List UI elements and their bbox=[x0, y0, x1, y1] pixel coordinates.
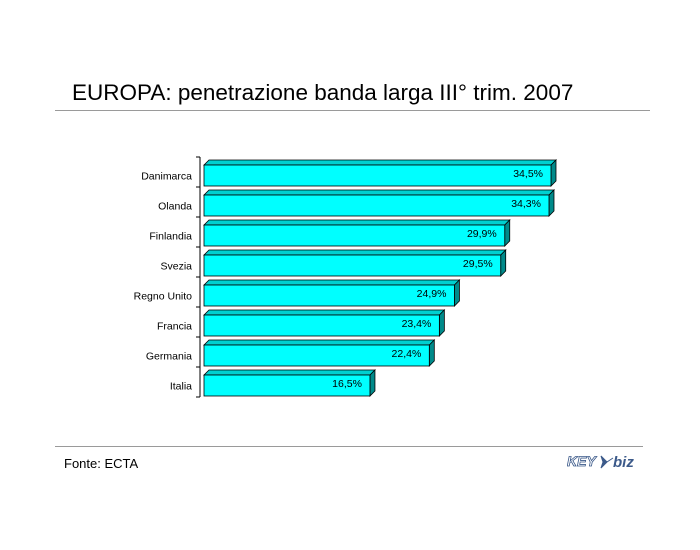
bar: 34,5% bbox=[203, 159, 557, 187]
bar-top-face bbox=[203, 189, 555, 196]
bar: 16,5% bbox=[203, 369, 376, 397]
bar-side-face bbox=[369, 369, 376, 397]
value-label: 29,5% bbox=[463, 258, 493, 270]
bar-top-face bbox=[203, 219, 511, 226]
bar-front-face bbox=[203, 344, 430, 367]
bar-side-face bbox=[428, 339, 435, 367]
logo-key-text: KEY bbox=[567, 453, 597, 469]
footer-divider bbox=[55, 446, 643, 447]
bar-side-face bbox=[550, 159, 557, 187]
value-label: 29,9% bbox=[467, 228, 497, 240]
bar: 29,5% bbox=[203, 249, 507, 277]
category-label: Germania bbox=[146, 351, 192, 363]
bar: 34,3% bbox=[203, 189, 555, 217]
key4biz-logo: KEY biz bbox=[567, 453, 634, 471]
value-label: 16,5% bbox=[332, 378, 362, 390]
category-label: Finlandia bbox=[149, 231, 192, 243]
value-label: 34,3% bbox=[511, 198, 541, 210]
bar-front-face bbox=[203, 284, 455, 307]
bar: 23,4% bbox=[203, 309, 446, 337]
value-label: 22,4% bbox=[392, 348, 422, 360]
value-label: 23,4% bbox=[402, 318, 432, 330]
bar-front-face bbox=[203, 254, 502, 277]
title-divider bbox=[55, 110, 650, 111]
bar-side-face bbox=[504, 219, 511, 247]
bar-top-face bbox=[203, 339, 436, 346]
bar-top-face bbox=[203, 159, 557, 166]
source-note: Fonte: ECTA bbox=[64, 456, 139, 471]
bar: 22,4% bbox=[203, 339, 436, 367]
bar: 24,9% bbox=[203, 279, 461, 307]
category-label: Danimarca bbox=[141, 171, 192, 183]
bars: 34,5% 34,3% 29,9% 29,5% 24,9% 23,4% 22,4% 16,5% bbox=[203, 159, 557, 397]
bar-side-face bbox=[438, 309, 445, 337]
bar-top-face bbox=[203, 279, 461, 286]
bar-top-face bbox=[203, 309, 446, 316]
bar-side-face bbox=[500, 249, 507, 277]
bar-front-face bbox=[203, 164, 552, 187]
category-label: Italia bbox=[170, 381, 192, 393]
category-label: Svezia bbox=[160, 261, 192, 273]
bar-front-face bbox=[203, 224, 506, 247]
bar-top-face bbox=[203, 249, 507, 256]
bar-front-face bbox=[203, 374, 371, 397]
bar-side-face bbox=[454, 279, 460, 307]
chart-title: EUROPA: penetrazione banda larga III° tr… bbox=[72, 80, 574, 105]
bar-front-face bbox=[203, 314, 440, 337]
category-label: Olanda bbox=[158, 201, 192, 213]
logo-biz-text: biz bbox=[613, 454, 634, 471]
bar-top-face bbox=[203, 369, 376, 376]
category-axis: Danimarca Olanda Finlandia Svezia Regno Unit… bbox=[134, 156, 201, 398]
category-label: Regno Unito bbox=[134, 291, 193, 303]
bar-front-face bbox=[203, 194, 550, 217]
value-label: 34,5% bbox=[513, 168, 543, 180]
bar: 29,9% bbox=[203, 219, 511, 247]
category-label: Francia bbox=[157, 321, 192, 333]
bar-side-face bbox=[548, 189, 555, 217]
value-label: 24,9% bbox=[417, 288, 447, 300]
logo-4-mark bbox=[600, 455, 614, 469]
